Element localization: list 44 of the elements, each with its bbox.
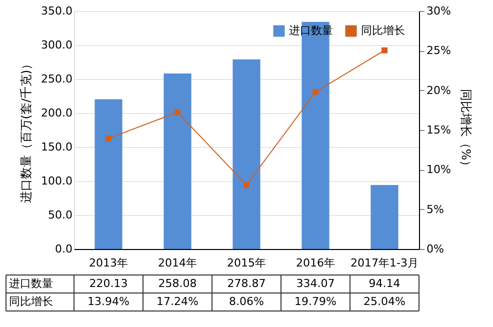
data-label: 258.08 bbox=[158, 277, 197, 290]
x-tick-label: 2017年1-3月 bbox=[350, 256, 418, 270]
data-label: 25.04% bbox=[364, 295, 406, 308]
data-label: 94.14 bbox=[368, 277, 400, 290]
y2-tick-label: 15% bbox=[426, 124, 451, 136]
y-tick-label: 300.0 bbox=[41, 38, 72, 52]
point bbox=[312, 89, 318, 95]
y-tick-label: 350.0 bbox=[41, 4, 72, 18]
x-tick-label: 2013年 bbox=[89, 256, 128, 270]
bar bbox=[370, 184, 398, 249]
y-axis-title: 进口数量（百万(套/千克)） bbox=[19, 58, 34, 204]
y2-tick-label: 25% bbox=[426, 44, 451, 58]
x-tick-label: 2016年 bbox=[296, 256, 335, 270]
y2-axis-title: 同比增长（%） bbox=[458, 88, 473, 172]
y-tick-label: 250.0 bbox=[41, 72, 72, 86]
bar bbox=[232, 59, 260, 249]
y-tick-label: 200.0 bbox=[41, 106, 72, 120]
x-tick-label: 2014年 bbox=[158, 256, 197, 270]
legend-label: 同比增长 bbox=[361, 24, 405, 37]
data-label: 8.06% bbox=[229, 295, 264, 308]
y2-tick-label: 10% bbox=[426, 163, 451, 176]
text: 同比增长 bbox=[9, 295, 53, 308]
x-tick-label: 2015年 bbox=[227, 256, 266, 270]
bar bbox=[94, 99, 122, 249]
data-label: 334.07 bbox=[296, 277, 335, 290]
bar bbox=[164, 74, 192, 249]
point bbox=[174, 109, 180, 116]
data-label: 17.24% bbox=[156, 295, 198, 308]
data-label: 13.94% bbox=[88, 295, 130, 308]
y-tick-label: 0.0 bbox=[55, 242, 72, 256]
data-label: 278.87 bbox=[227, 277, 266, 290]
y-tick-label: 150.0 bbox=[41, 140, 72, 154]
data-label: 19.79% bbox=[294, 295, 336, 308]
y2-tick-label: 0% bbox=[426, 242, 444, 256]
y-tick-label: 50.0 bbox=[48, 208, 72, 222]
point bbox=[106, 135, 112, 142]
point bbox=[382, 47, 388, 54]
y-tick-label: 100.0 bbox=[41, 174, 72, 188]
text: 进口数量 bbox=[9, 277, 53, 290]
y2-tick-label: 20% bbox=[426, 84, 451, 97]
y2-tick-label: 30% bbox=[426, 4, 451, 18]
y2-tick-label: 5% bbox=[426, 202, 444, 216]
data-label: 220.13 bbox=[89, 277, 128, 290]
point bbox=[244, 182, 250, 188]
